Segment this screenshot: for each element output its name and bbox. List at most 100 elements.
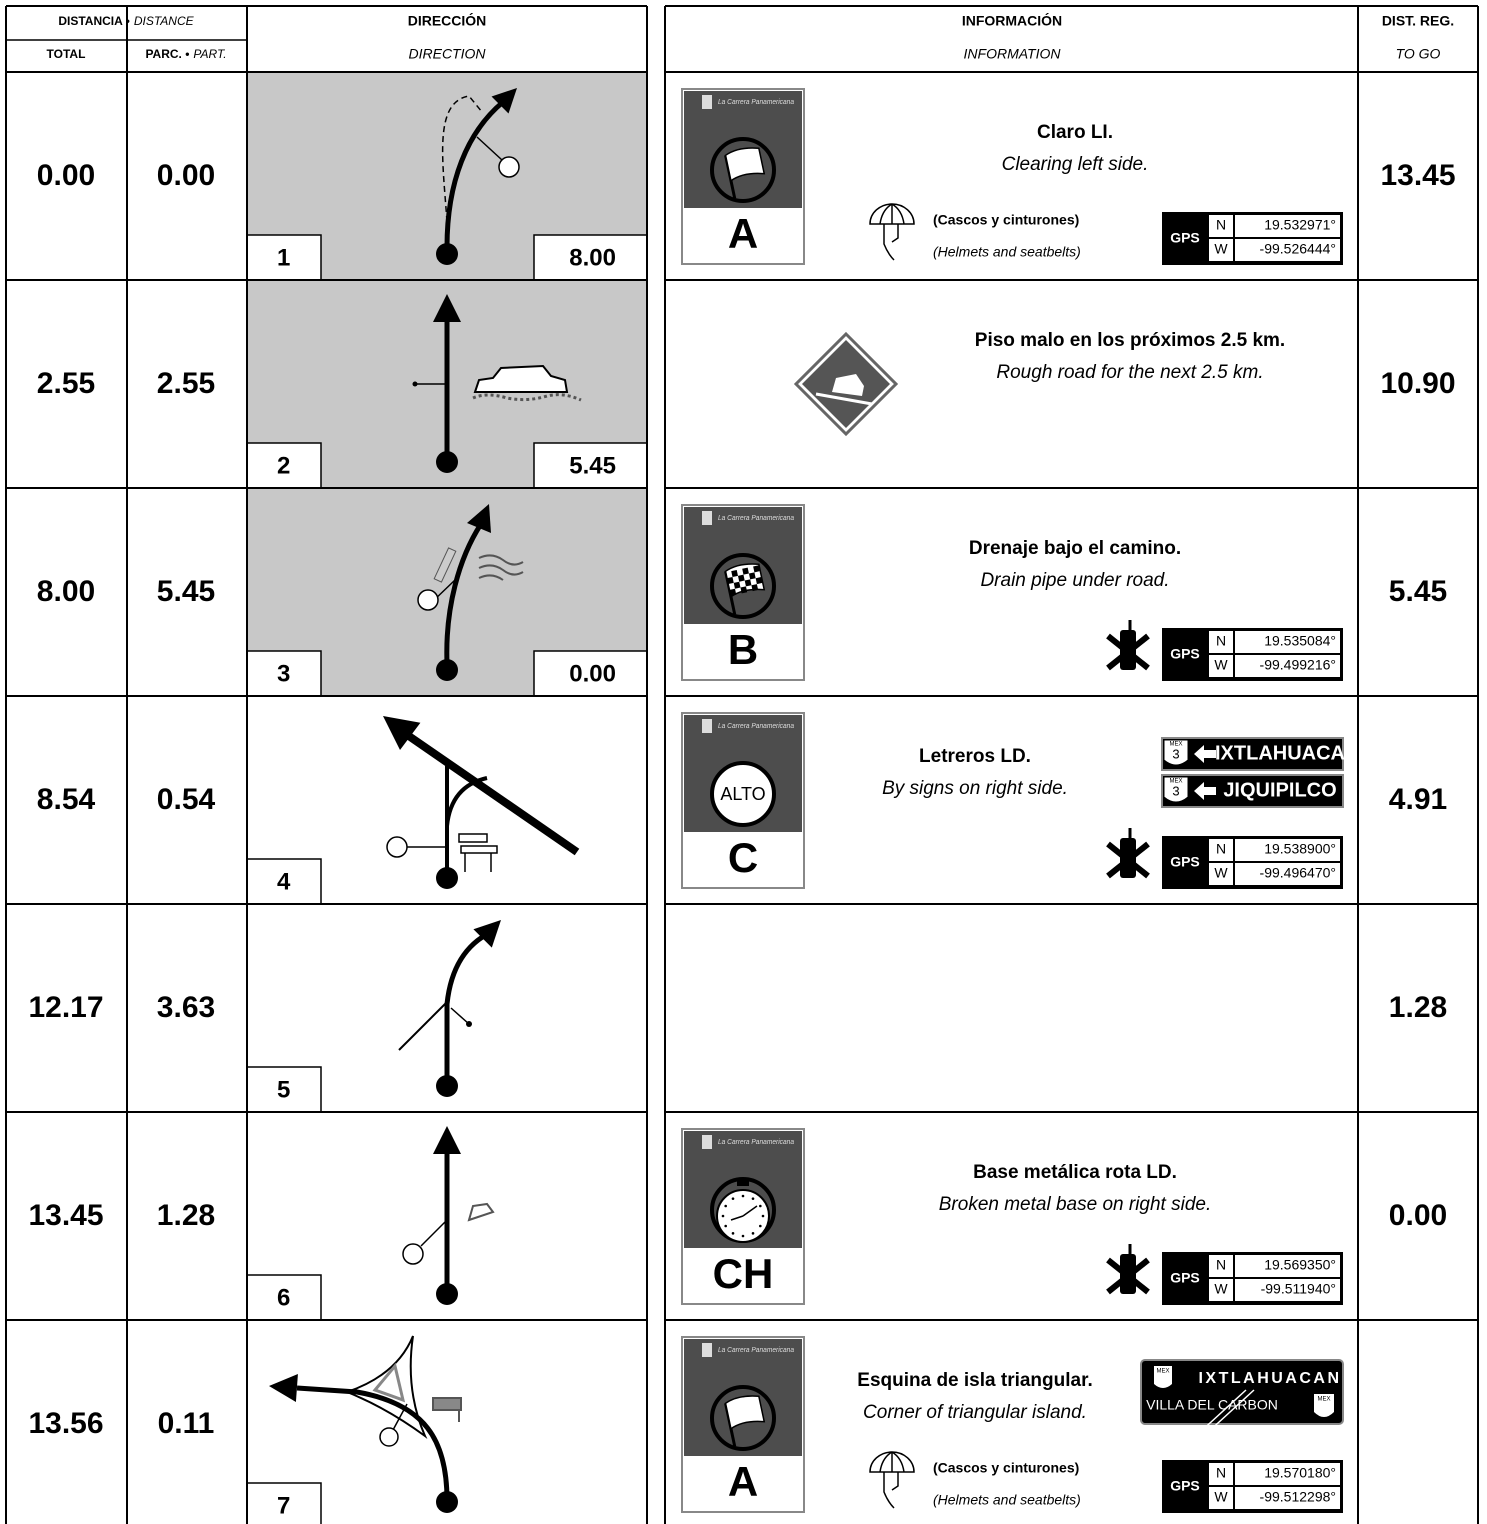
gps-cell: [1209, 239, 1233, 261]
card-symbol-ring: [710, 553, 776, 619]
gps-cell: [1235, 239, 1340, 261]
header-partial-es: PARC. •: [145, 47, 189, 61]
gps-cell: [1235, 631, 1340, 653]
total-distance: 13.45: [28, 1199, 103, 1232]
checker-square: [731, 569, 738, 577]
checker-square: [727, 576, 734, 585]
road: [444, 929, 493, 1082]
phone-cross: [1106, 1257, 1150, 1295]
watch-tick: [741, 1234, 745, 1238]
flag-cloth: [724, 147, 766, 183]
box-value: 5.45: [569, 452, 616, 479]
gps-label: GPS: [1170, 854, 1200, 870]
direction-diagram: [436, 88, 520, 265]
card-symbol-ring: [710, 761, 776, 827]
phone-cross: [1106, 633, 1150, 671]
box-number-frame: [246, 442, 322, 489]
sign-text: IXTLAHUACA: [1215, 742, 1345, 764]
distance-to-go: 4.91: [1389, 783, 1447, 816]
info-title: Piso malo en los próximos 2.5 km.: [975, 330, 1285, 351]
route-shield-label: MEX: [1169, 742, 1182, 748]
note: (Cascos y cinturones): [933, 1460, 1079, 1476]
watch-tick: [724, 1204, 727, 1208]
gps-cell: [1235, 863, 1340, 885]
arrow-head: [433, 294, 461, 322]
gps-axis: N: [1216, 841, 1226, 857]
checker-square: [742, 567, 749, 575]
junction-text-top: IXTLAHUACAN: [1198, 1370, 1341, 1387]
road: [400, 728, 580, 856]
gps-axis: W: [1214, 241, 1228, 257]
info-subtitle: Clearing left side.: [1002, 154, 1149, 175]
gps-cell: [1235, 655, 1340, 677]
flag-icon: [724, 147, 766, 199]
header-partial-en: PART.: [193, 47, 226, 61]
ref-point: [498, 156, 520, 178]
gps-axis: N: [1216, 1465, 1226, 1481]
total-distance: 12.17: [28, 991, 103, 1024]
arrow-head: [491, 88, 517, 114]
info-title: Letreros LD.: [919, 746, 1031, 767]
header-dist-reg: DIST. REG.: [1382, 13, 1454, 29]
gps-coord: -99.496470°: [1260, 865, 1336, 881]
gps-axis: N: [1216, 1257, 1226, 1273]
note-en: (Helmets and seatbelts): [933, 244, 1081, 260]
header-direction: DIRECCIÓN: [408, 12, 487, 29]
gps-coord: -99.526444°: [1260, 241, 1336, 257]
gps-cell: [1209, 631, 1233, 653]
gps-cell: [1235, 1255, 1340, 1277]
gps-cell: [1209, 839, 1233, 861]
ref-point: [379, 1427, 399, 1447]
box-number: 3: [277, 660, 290, 687]
arrow-head: [467, 504, 491, 533]
no-phone-icon: [1106, 828, 1150, 879]
junction-sign: [1140, 1359, 1344, 1425]
checker-square: [753, 565, 760, 573]
gps-coord: 19.570180°: [1264, 1465, 1336, 1481]
header-total: TOTAL: [47, 47, 86, 61]
gps-cell: [1235, 839, 1340, 861]
watch-tick: [731, 1232, 735, 1235]
route-shield-label: MEX: [1156, 1369, 1169, 1375]
ref-dot: [412, 381, 418, 387]
gps-coord: -99.511940°: [1261, 1281, 1336, 1297]
direction-diagram: [417, 504, 524, 681]
info-subtitle: By signs on right side.: [882, 778, 1068, 799]
info-title: Claro LI.: [1037, 122, 1113, 143]
ref-point: [417, 589, 439, 611]
gps-cell: [1209, 1487, 1233, 1509]
watch-hands: [730, 1205, 758, 1221]
header-to-go: TO GO: [1396, 46, 1441, 62]
strike-lines: [1197, 1389, 1255, 1435]
phone-cross: [1106, 841, 1150, 879]
gps-cell: [1209, 863, 1233, 885]
route-shield: [1163, 739, 1189, 766]
no-phone-icon: [1106, 620, 1150, 671]
direction-sign: [1161, 737, 1344, 771]
direction-sign: [1161, 774, 1344, 808]
box-number: 1: [277, 244, 290, 271]
island-inner: [372, 1362, 406, 1403]
drain-pipe: [433, 547, 457, 583]
ref-point: [386, 836, 408, 858]
arrow-head: [383, 716, 421, 750]
ref-line: [392, 1403, 408, 1431]
flag-icon: [724, 563, 766, 615]
gps-cell: [1235, 1463, 1340, 1485]
gps-label: GPS: [1170, 646, 1200, 662]
note-en: (Helmets and seatbelts): [933, 1492, 1081, 1508]
header-distance-en: DISTANCE: [134, 14, 195, 28]
side-road: [398, 1001, 448, 1051]
partial-distance: 1.28: [157, 1199, 215, 1232]
card-letter: CH: [713, 1250, 774, 1297]
total-distance: 13.56: [28, 1407, 103, 1440]
road: [296, 1385, 450, 1501]
box-number: 5: [277, 1076, 290, 1103]
card-badge: [702, 1343, 712, 1357]
start-dot: [436, 1075, 458, 1097]
helmet-lines: [879, 203, 905, 261]
helmet-icon: [869, 1451, 915, 1509]
rough-road-sign: [793, 331, 899, 437]
start-dot: [436, 1283, 458, 1305]
